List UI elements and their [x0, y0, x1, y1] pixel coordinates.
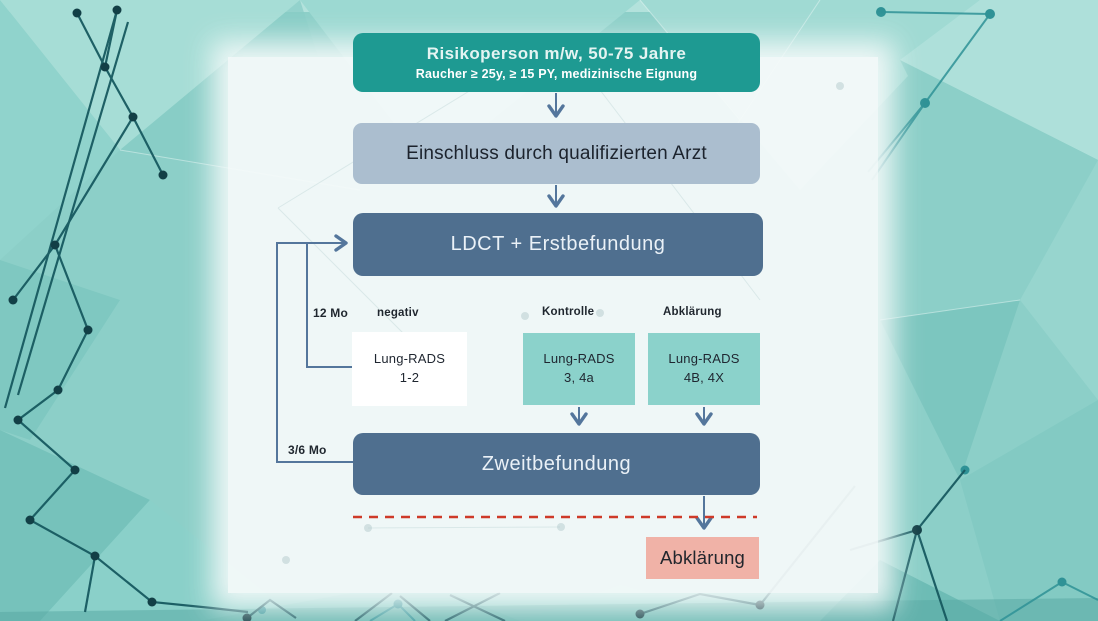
node-zweitbefundung: Zweitbefundung	[353, 433, 760, 495]
node-risikoperson: Risikoperson m/w, 50-75 Jahre Raucher ≥ …	[353, 33, 760, 92]
lungrads-4b-4x-line2: 4B, 4X	[683, 370, 725, 385]
loop-3-6-mo-line	[276, 234, 353, 463]
node-lungrads-1-2: Lung-RADS 1-2	[352, 332, 467, 406]
branch-label-negativ: negativ	[377, 307, 419, 319]
node-ldct: LDCT + Erstbefundung	[353, 213, 763, 276]
node-lungrads-3-4a: Lung-RADS 3, 4a	[523, 333, 635, 405]
loop-label-12mo: 12 Mo	[313, 306, 349, 320]
branch-label-kontrolle: Kontrolle	[542, 306, 595, 318]
lungrads-3-4a-line1: Lung-RADS	[543, 351, 615, 367]
loop-label-3-6mo: 3/6 Mo	[288, 443, 327, 457]
node-lungrads-4b-4x: Lung-RADS 4B, 4X	[648, 333, 760, 405]
risikoperson-title: Risikoperson m/w, 50-75 Jahre	[426, 44, 687, 63]
lungrads-3-4a-line2: 3, 4a	[564, 370, 594, 385]
lungrads-1-2-line2: 1-2	[399, 370, 420, 385]
node-einschluss: Einschluss durch qualifizierten Arzt	[353, 123, 760, 184]
branch-label-abklaerung: Abklärung	[663, 306, 722, 318]
lungrads-4b-4x-line1: Lung-RADS	[668, 351, 740, 367]
risikoperson-subtitle: Raucher ≥ 25y, ≥ 15 PY, medizinische Eig…	[415, 67, 698, 81]
lungrads-1-2-line1: Lung-RADS	[373, 351, 446, 367]
loop-12-mo-line	[306, 243, 352, 368]
node-abklaerung-workup: Abklärung	[646, 537, 759, 579]
